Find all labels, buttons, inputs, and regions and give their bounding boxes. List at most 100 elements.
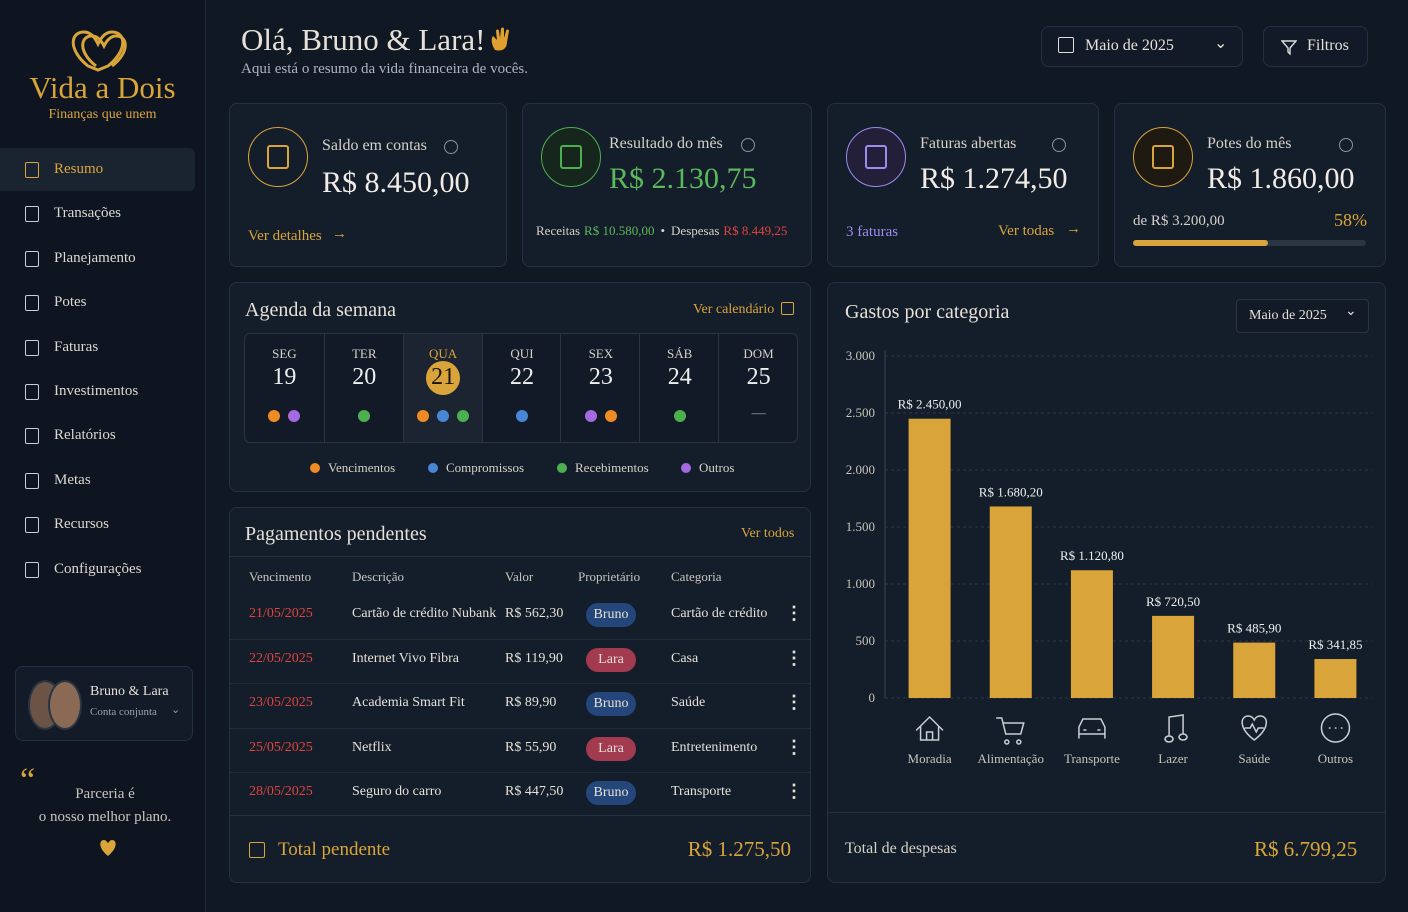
calendar-icon bbox=[781, 302, 794, 315]
subtitle: Aqui está o resumo da vida financeira de… bbox=[241, 61, 528, 77]
arrow: → bbox=[332, 226, 347, 242]
calendar-icon bbox=[249, 842, 265, 858]
user-role: Conta conjunta bbox=[90, 706, 157, 718]
card-value: R$ 1.860,00 bbox=[1207, 162, 1355, 195]
column-header: Categoria bbox=[671, 569, 722, 584]
category: Casa bbox=[671, 650, 699, 666]
owner-badge: Lara bbox=[586, 647, 636, 672]
day-date: 22 bbox=[509, 364, 534, 390]
card-title: Potes do mês bbox=[1207, 135, 1292, 152]
arrow: → bbox=[1066, 221, 1081, 237]
card-link[interactable]: Ver todas bbox=[998, 223, 1055, 239]
card-goal: de R$ 3.200,00 bbox=[1133, 213, 1225, 229]
owner-badge: Bruno bbox=[586, 692, 636, 716]
progress-track bbox=[1133, 240, 1366, 246]
event-dot bbox=[604, 410, 617, 422]
quote-mark: “ bbox=[20, 762, 36, 799]
expense-label: Despesas bbox=[671, 223, 720, 238]
stat-card: Saldo em contas R$ 8.450,00 Ver detalhes → bbox=[229, 103, 507, 267]
day-name: SEG bbox=[272, 346, 297, 361]
day[interactable]: SÁB 24 bbox=[639, 334, 719, 442]
card-icon-glyph bbox=[865, 145, 887, 169]
filters-button[interactable]: Filtros bbox=[1263, 26, 1368, 67]
separator: • bbox=[660, 223, 666, 238]
due-date: 21/05/2025 bbox=[249, 606, 313, 621]
filter-icon bbox=[1281, 40, 1297, 55]
legend-label: Vencimentos bbox=[328, 460, 396, 475]
nav-item[interactable]: Faturas bbox=[0, 326, 195, 369]
quote: o nosso melhor plano. bbox=[38, 809, 172, 825]
day[interactable]: SEX 23 bbox=[560, 334, 640, 442]
nav-item[interactable]: Metas bbox=[0, 459, 195, 502]
day[interactable]: DOM 25 — bbox=[718, 334, 798, 442]
agenda-title: Agenda da semana bbox=[245, 299, 397, 321]
nav-item[interactable]: Resumo bbox=[0, 148, 195, 191]
day-name: DOM bbox=[743, 346, 774, 361]
nav-label: Planejamento bbox=[54, 249, 136, 266]
day-name: SEX bbox=[588, 346, 614, 361]
period-select[interactable]: Maio de 2025 ⌄ bbox=[1236, 299, 1369, 333]
nav-icon bbox=[25, 250, 39, 267]
event-dot bbox=[268, 410, 281, 422]
nav-label: Resumo bbox=[54, 161, 104, 177]
event-dot bbox=[457, 410, 470, 422]
event-dot bbox=[584, 410, 597, 422]
period: Maio de 2025 bbox=[1085, 37, 1174, 54]
row-menu[interactable]: ⋮ bbox=[785, 781, 803, 801]
nav-item[interactable]: Configurações bbox=[0, 548, 195, 591]
row-menu[interactable]: ⋮ bbox=[785, 647, 803, 668]
nav-item[interactable]: Investimentos bbox=[0, 370, 195, 413]
chevron: ⌄ bbox=[171, 704, 181, 716]
day[interactable]: QUI 22 bbox=[481, 334, 562, 442]
day[interactable]: QUA 21 bbox=[402, 334, 483, 442]
filters: Filtros bbox=[1307, 37, 1349, 54]
owner: Lara bbox=[598, 740, 624, 756]
nav-icon bbox=[25, 561, 39, 578]
payment-row: 22/05/2025 Internet Vivo Fibra R$ 119,90 La… bbox=[230, 639, 810, 683]
event-dot bbox=[288, 410, 301, 422]
nav-item[interactable]: Relatórios bbox=[0, 414, 195, 457]
info-icon bbox=[741, 138, 755, 152]
nav-item[interactable]: Transações bbox=[0, 192, 195, 235]
amount: R$ 447,50 bbox=[505, 784, 564, 799]
nav-item[interactable]: Potes bbox=[0, 281, 195, 324]
owner-badge: Bruno bbox=[586, 603, 636, 627]
row-menu[interactable]: ⋮ bbox=[785, 603, 803, 623]
legend-dot bbox=[428, 463, 438, 473]
day[interactable]: SEG 19 bbox=[245, 334, 324, 442]
payments-link[interactable]: Ver todos bbox=[741, 526, 795, 541]
period-select[interactable]: Maio de 2025 ⌄ bbox=[1041, 26, 1243, 67]
card-icon-glyph bbox=[1152, 145, 1174, 169]
card-link[interactable]: Ver detalhes bbox=[248, 228, 322, 244]
nav-icon bbox=[25, 339, 39, 356]
calendar-icon bbox=[1058, 37, 1074, 53]
nav-label: Potes bbox=[54, 294, 87, 311]
category: Entretenimento bbox=[671, 739, 758, 755]
payments-title: Pagamentos pendentes bbox=[245, 523, 427, 545]
description: Internet Vivo Fibra bbox=[352, 650, 459, 666]
legend-dot bbox=[557, 463, 567, 473]
avatar bbox=[48, 680, 82, 730]
agenda-card: Agenda da semana Ver calendário SEG 19 TER… bbox=[229, 282, 811, 492]
expense: R$ 8.449,25 bbox=[723, 223, 788, 238]
today-marker bbox=[426, 361, 461, 395]
user-card[interactable]: Bruno & Lara Conta conjunta ⌄ bbox=[15, 666, 193, 741]
nav-icon bbox=[25, 428, 39, 445]
income: R$ 10.580,00 bbox=[584, 223, 655, 238]
nav-label: Faturas bbox=[54, 338, 99, 355]
info-icon bbox=[1339, 138, 1353, 152]
card-title: Resultado do mês bbox=[609, 135, 723, 152]
agenda-link[interactable]: Ver calendário bbox=[693, 302, 775, 317]
chevron: ⌄ bbox=[1345, 304, 1357, 319]
row-divider bbox=[230, 638, 810, 640]
row-menu[interactable]: ⋮ bbox=[785, 692, 803, 712]
day[interactable]: TER 20 bbox=[323, 334, 404, 442]
column-header: Proprietário bbox=[578, 569, 641, 584]
nav-item[interactable]: Recursos bbox=[0, 503, 195, 546]
description: Seguro do carro bbox=[352, 784, 442, 799]
amount: R$ 55,90 bbox=[505, 739, 557, 755]
nav-item[interactable]: Planejamento bbox=[0, 237, 195, 280]
day-date: 21 bbox=[431, 364, 456, 390]
row-menu[interactable]: ⋮ bbox=[785, 736, 803, 757]
